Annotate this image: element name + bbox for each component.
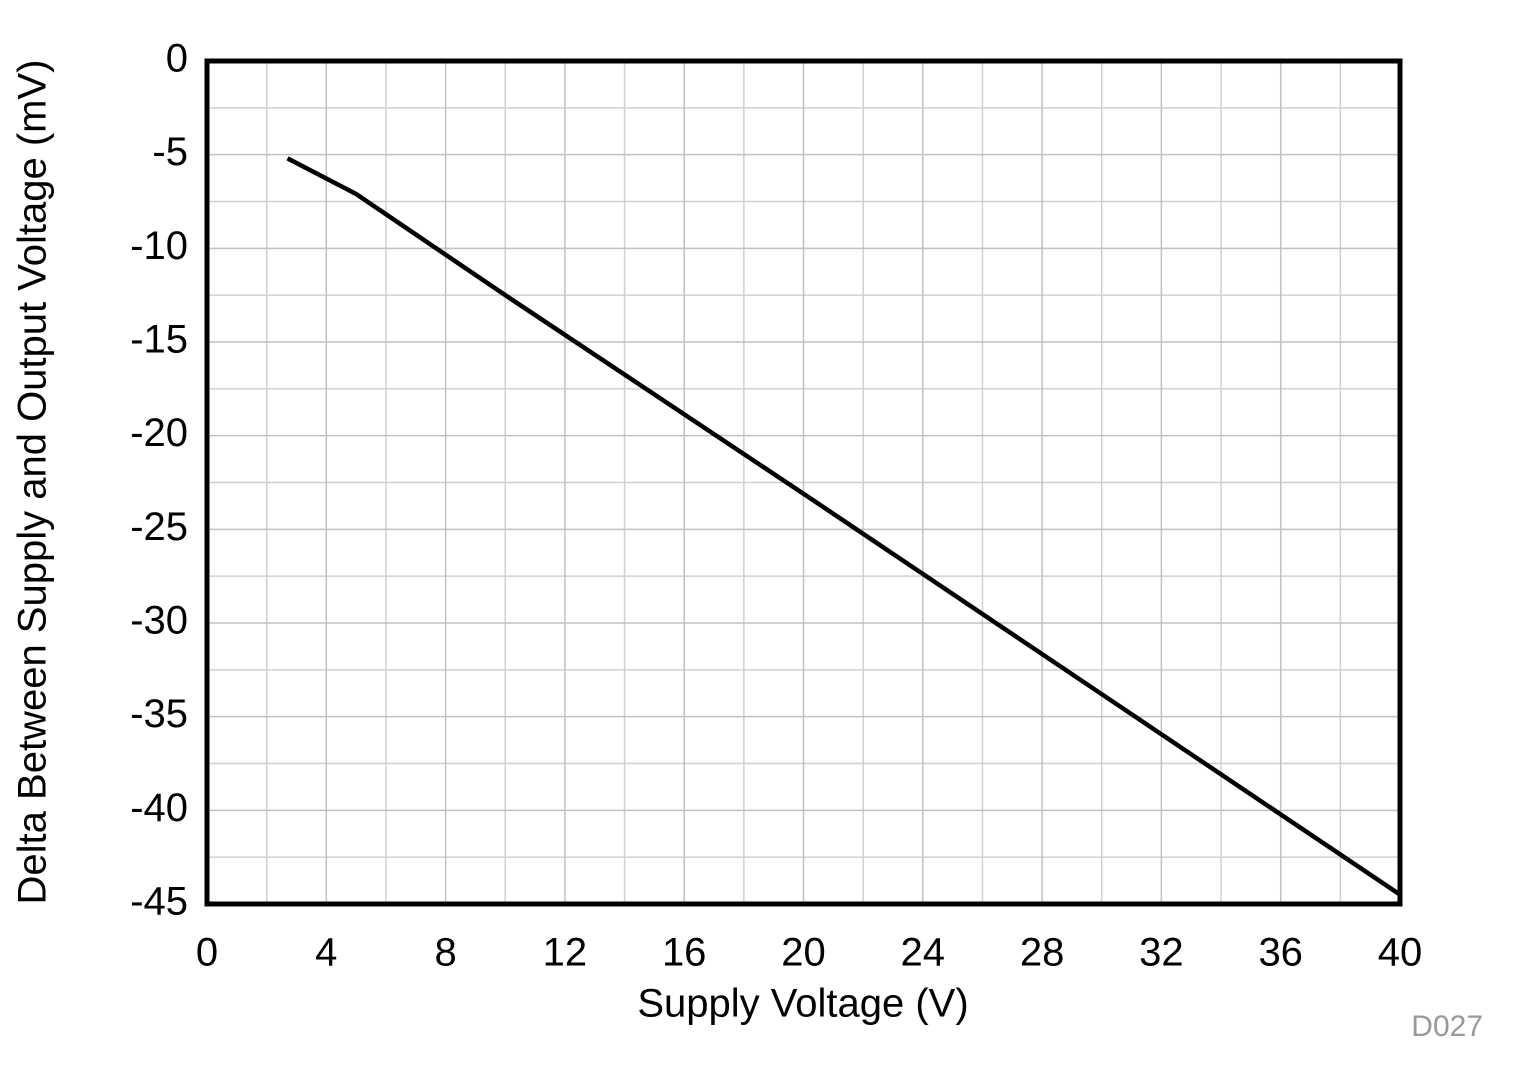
x-tick-label: 4	[315, 931, 337, 975]
plot-frame	[204, 58, 1403, 907]
x-tick-label: 20	[781, 931, 826, 975]
y-tick-label: -5	[152, 130, 188, 174]
x-tick-label: 0	[196, 931, 218, 975]
y-tick-label: -15	[130, 318, 188, 362]
y-tick-label: -40	[130, 786, 188, 830]
y-tick-label: -10	[130, 224, 188, 268]
y-tick-label: -35	[130, 692, 188, 736]
x-tick-label: 36	[1258, 931, 1303, 975]
y-tick-label: -45	[130, 880, 188, 924]
y-tick-label: -30	[130, 599, 188, 643]
data-line	[286, 156, 1402, 897]
x-tick-label: 24	[901, 931, 946, 975]
x-axis-title: Supply Voltage (V)	[637, 982, 968, 1026]
x-tick-label: 40	[1378, 931, 1423, 975]
y-tick-label: -25	[130, 505, 188, 549]
y-tick-label: -20	[130, 411, 188, 455]
x-tick-label: 12	[543, 931, 588, 975]
figure-id: D027	[1411, 1010, 1483, 1043]
x-tick-label: 16	[662, 931, 707, 975]
y-tick-label: 0	[166, 37, 188, 81]
x-tick-label: 32	[1139, 931, 1184, 975]
y-axis-title: Delta Between Supply and Output Voltage …	[11, 60, 55, 905]
x-tick-label: 28	[1020, 931, 1065, 975]
x-tick-label: 8	[434, 931, 456, 975]
